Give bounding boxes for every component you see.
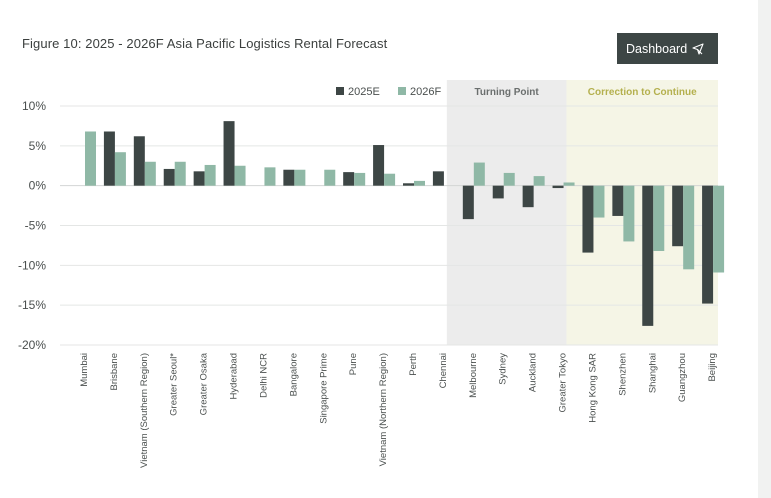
legend-swatch	[398, 87, 406, 95]
region-label: Correction to Continue	[588, 87, 697, 98]
x-tick-label: Vietnam (Southern Region)	[139, 353, 150, 468]
cursor-icon	[692, 42, 704, 55]
x-tick-label: Mumbai	[79, 353, 90, 387]
bar	[683, 185, 695, 270]
bar	[473, 162, 485, 186]
bar	[503, 172, 515, 186]
x-tick-label: Guangzhou	[677, 353, 688, 402]
bar	[653, 185, 665, 251]
bar	[414, 180, 425, 186]
bar	[343, 172, 355, 186]
x-tick-label: Greater Seoul*	[169, 353, 180, 416]
bar	[612, 185, 624, 216]
bar	[642, 185, 654, 326]
bar	[354, 172, 366, 186]
bar	[114, 152, 126, 186]
bar	[563, 182, 575, 186]
x-tick-label: Delhi NCR	[258, 353, 269, 398]
legend-label: 2026F	[410, 86, 441, 98]
bar	[552, 185, 564, 189]
bar	[204, 164, 216, 186]
x-tick-label: Chennai	[438, 353, 449, 388]
x-tick-label: Singapore Prime	[318, 353, 329, 424]
bar	[533, 176, 545, 186]
x-tick-label: Hyderabad	[229, 353, 240, 399]
bar	[264, 167, 276, 186]
x-tick-label: Greater Osaka	[199, 352, 210, 415]
bar	[522, 185, 534, 208]
y-tick-label: -20%	[18, 338, 46, 352]
x-tick-label: Vietnam (Northern Region)	[378, 353, 389, 466]
bar	[103, 131, 115, 186]
x-tick-label: Shanghai	[647, 353, 658, 393]
region-label: Turning Point	[475, 87, 540, 98]
bar	[672, 185, 684, 247]
bar	[234, 165, 246, 186]
x-tick-label: Sydney	[498, 353, 509, 385]
dashboard-button[interactable]: Dashboard	[617, 33, 718, 64]
bar	[85, 131, 96, 186]
bar	[702, 185, 714, 304]
bar	[133, 136, 145, 186]
bar	[432, 171, 444, 186]
bar	[324, 169, 336, 186]
bar	[713, 185, 725, 273]
bar	[163, 168, 175, 186]
x-tick-label: Shenzhen	[617, 353, 628, 396]
bar	[193, 171, 205, 186]
bar	[492, 185, 504, 199]
y-tick-label: 0%	[29, 179, 47, 193]
y-tick-label: -10%	[18, 258, 46, 272]
legend-label: 2025E	[348, 86, 380, 98]
page-edge	[758, 0, 771, 498]
legend-swatch	[336, 87, 344, 95]
x-tick-label: Bangalore	[288, 353, 299, 396]
bar	[174, 161, 186, 186]
y-tick-label: -15%	[18, 298, 46, 312]
y-tick-label: 5%	[29, 139, 47, 153]
x-tick-label: Brisbane	[109, 353, 120, 391]
bar	[403, 183, 414, 186]
bar	[294, 169, 306, 186]
bar	[593, 185, 605, 218]
bar	[373, 145, 385, 186]
y-tick-label: 10%	[22, 99, 46, 113]
bar	[623, 185, 635, 242]
bar	[223, 121, 235, 186]
bar	[582, 185, 594, 253]
bar	[462, 185, 474, 220]
chart-title: Figure 10: 2025 - 2026F Asia Pacific Log…	[22, 36, 388, 51]
x-tick-label: Melbourne	[468, 353, 479, 398]
x-tick-label: Hong Kong SAR	[587, 353, 598, 423]
x-tick-label: Greater Tokyo	[558, 353, 569, 413]
x-tick-label: Auckland	[528, 353, 539, 392]
bar	[384, 173, 396, 186]
dashboard-button-label: Dashboard	[626, 41, 688, 56]
y-tick-label: -5%	[25, 219, 47, 233]
x-tick-label: Pune	[348, 353, 359, 375]
x-tick-label: Beijing	[707, 353, 718, 382]
x-tick-label: Perth	[408, 353, 419, 376]
bar	[283, 169, 295, 186]
bar	[144, 161, 156, 186]
